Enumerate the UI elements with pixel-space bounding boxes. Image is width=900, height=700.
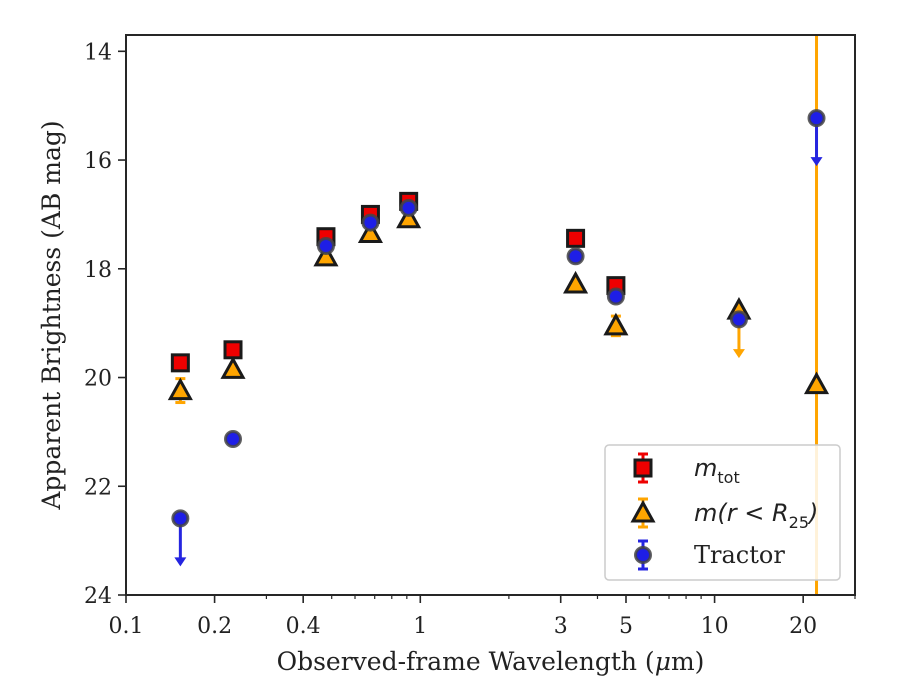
series-square — [170, 191, 626, 373]
data-point-triangle — [396, 205, 422, 229]
x-tick-label: 5 — [619, 614, 633, 639]
data-point-triangle — [803, 371, 830, 395]
data-point-triangle — [563, 270, 589, 294]
y-tick-label: 16 — [84, 149, 112, 174]
legend-label: mtot — [694, 454, 740, 487]
legend-label-main: m(r < R — [694, 499, 789, 527]
data-point-triangle — [357, 220, 383, 243]
data-point-circle — [807, 109, 826, 128]
data-point-square — [170, 353, 190, 373]
y-tick-label: 18 — [84, 258, 112, 283]
data-point-triangle — [313, 243, 339, 267]
legend-label-main: m — [694, 454, 717, 482]
data-point-triangle — [167, 377, 193, 401]
y-axis-label: Apparent Brightness (AB mag) — [37, 120, 66, 510]
legend-marker-circle — [634, 546, 652, 564]
data-point-circle — [566, 247, 585, 266]
x-tick-label: 20 — [789, 614, 817, 639]
x-tick-label: 1 — [413, 614, 427, 639]
x-tick-label: 0.2 — [197, 614, 232, 639]
x-tick-label: 3 — [554, 614, 568, 639]
x-axis-label: Observed-frame Wavelength (μm) — [277, 647, 705, 676]
legend-label: m(r < R25) — [694, 499, 818, 532]
data-point-circle — [361, 213, 380, 232]
y-tick-label: 14 — [84, 40, 112, 65]
data-point-circle — [729, 310, 748, 329]
data-point-circle — [399, 198, 418, 217]
axes-frame — [125, 34, 856, 596]
legend-marker-square — [633, 458, 653, 478]
data-point-square — [566, 228, 586, 248]
data-point-triangle — [220, 356, 246, 379]
legend: mtot m(r < R25) Tractor — [604, 444, 841, 581]
legend-marker-triangle — [630, 499, 656, 523]
data-point-triangle — [603, 312, 629, 336]
x-tick-label: 0.1 — [109, 614, 144, 639]
plot-area — [167, 35, 830, 595]
y-tick-label: 20 — [84, 367, 112, 392]
data-point-circle — [316, 236, 335, 255]
data-point-circle — [606, 287, 625, 306]
upper-limit-arrow-head — [732, 349, 745, 359]
data-point-square — [223, 340, 243, 360]
x-tick-label: 10 — [701, 614, 729, 639]
data-point-circle — [224, 429, 243, 448]
y-tick-label: 24 — [84, 584, 112, 609]
legend-label-subscript: 25 — [789, 513, 809, 532]
upper-limit-arrow-head — [810, 157, 823, 167]
data-point-circle — [171, 509, 190, 528]
series-circle — [171, 109, 826, 567]
axis-ticks: 0.1 0.2 0.4 1 3 5 10 20 14 16 18 20 22 24 — [84, 40, 856, 639]
legend-label-tail: ) — [807, 499, 818, 527]
legend-label: Tractor — [694, 541, 785, 569]
legend-box — [604, 444, 841, 581]
legend-label-subscript: tot — [717, 468, 739, 487]
x-tick-label: 0.4 — [286, 614, 321, 639]
upper-limit-arrow-head — [174, 557, 187, 567]
y-tick-label: 22 — [84, 475, 112, 500]
